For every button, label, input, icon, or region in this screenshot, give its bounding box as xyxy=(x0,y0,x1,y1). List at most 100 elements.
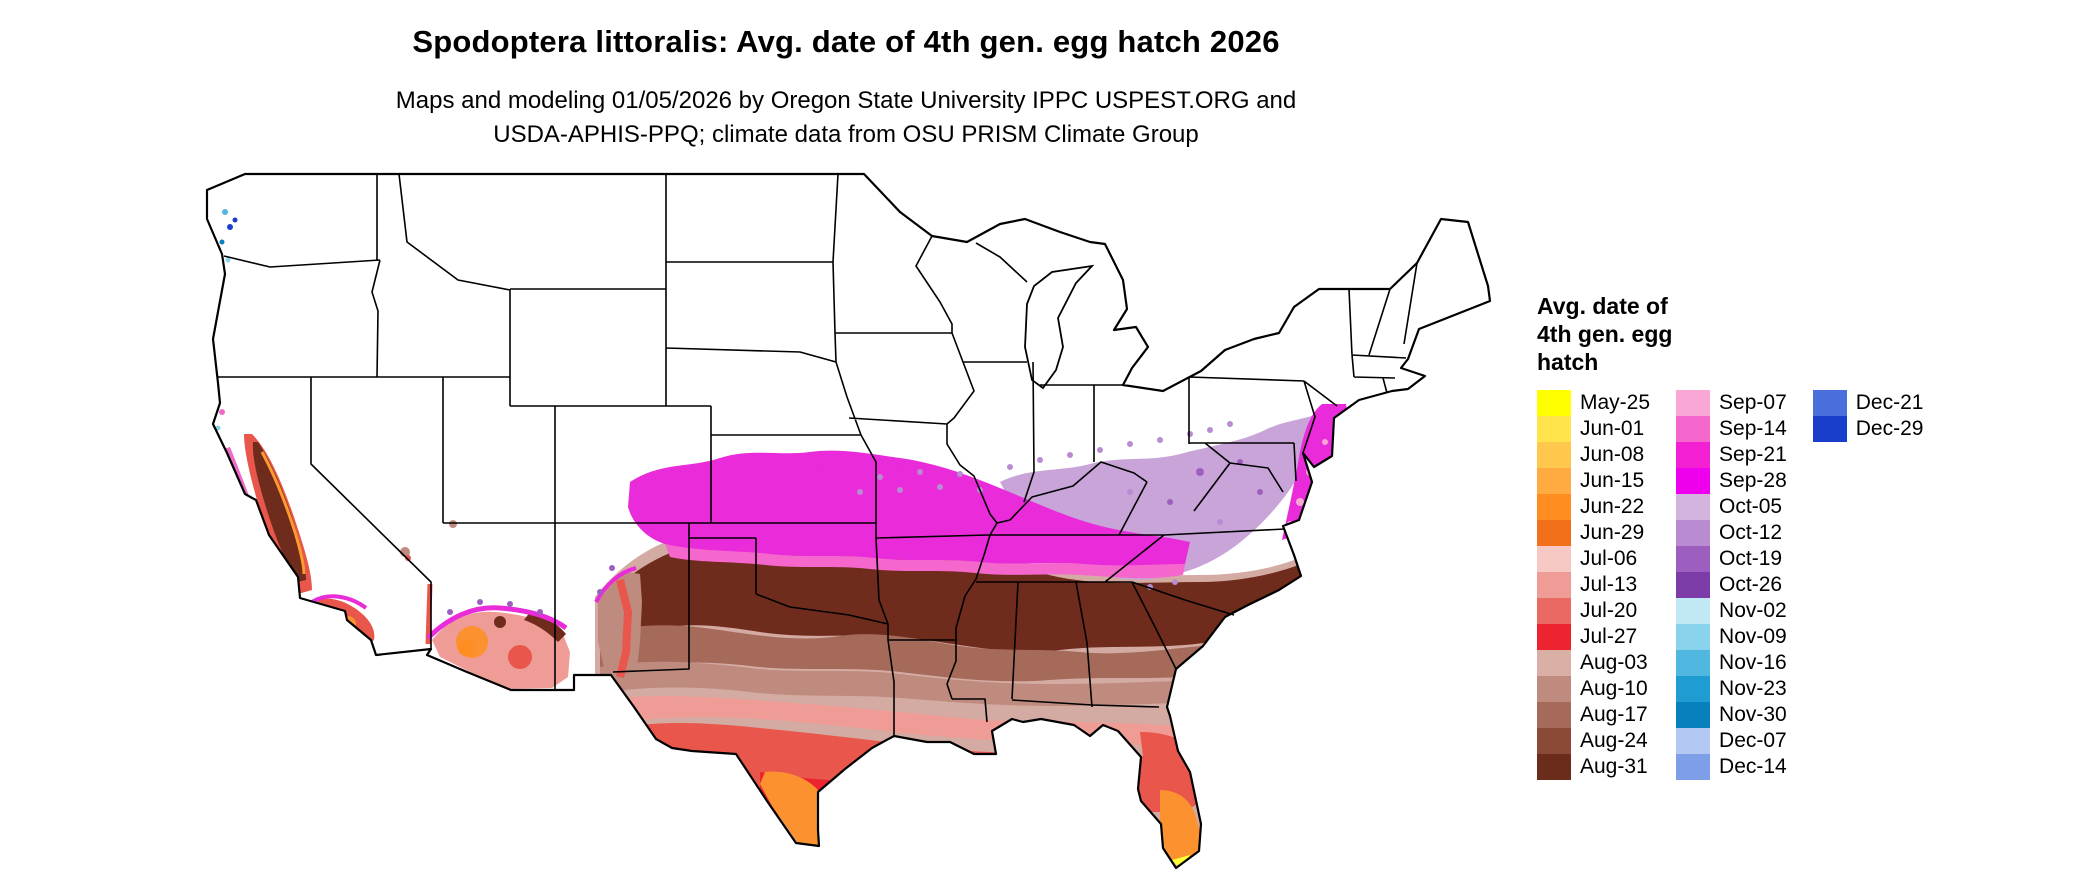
legend-label: Aug-24 xyxy=(1580,729,1648,752)
legend-label: Nov-16 xyxy=(1719,651,1787,674)
map-speckles-north xyxy=(857,421,1233,590)
legend-entry: Jul-20 xyxy=(1537,598,1650,624)
legend-label: Oct-12 xyxy=(1719,521,1783,544)
map-region-florida-orange xyxy=(1160,790,1200,867)
lake-michigan xyxy=(1024,264,1095,390)
legend-swatch xyxy=(1537,520,1571,546)
legend: Avg. date of 4th gen. egg hatch May-25 Ju… xyxy=(1537,292,1923,780)
legend-title: Avg. date of 4th gen. egg hatch xyxy=(1537,292,1923,376)
legend-label: Aug-17 xyxy=(1580,703,1648,726)
legend-entry: Jun-29 xyxy=(1537,520,1650,546)
map-region-aug10 xyxy=(600,656,1350,706)
legend-entry: Jun-22 xyxy=(1537,494,1650,520)
legend-label: Dec-14 xyxy=(1719,755,1787,778)
legend-swatch xyxy=(1537,624,1571,650)
legend-entry: Sep-14 xyxy=(1676,416,1787,442)
legend-title-line-3: hatch xyxy=(1537,349,1599,375)
legend-swatch xyxy=(1537,650,1571,676)
legend-swatch xyxy=(1676,754,1711,780)
legend-swatch xyxy=(1537,754,1571,780)
legend-label: Jun-22 xyxy=(1580,495,1645,518)
legend-swatch xyxy=(1537,572,1571,598)
state-borders xyxy=(217,173,1418,736)
legend-label: Jul-27 xyxy=(1580,625,1638,648)
legend-swatch xyxy=(1676,520,1711,546)
legend-entry: Jul-06 xyxy=(1537,546,1650,572)
legend-label: Oct-26 xyxy=(1719,573,1783,596)
legend-swatch xyxy=(1676,728,1711,754)
us-outline xyxy=(205,172,1492,870)
legend-swatch xyxy=(1537,676,1571,702)
legend-entry: May-25 xyxy=(1537,390,1650,416)
legend-swatch xyxy=(1676,416,1711,442)
map-region-sep-pink xyxy=(665,544,1185,579)
legend-swatch xyxy=(1676,390,1711,416)
subtitle-line-2: USDA-APHIS-PPQ; climate data from OSU PR… xyxy=(493,121,1199,148)
legend-label: Sep-21 xyxy=(1719,443,1787,466)
legend-swatch xyxy=(1676,702,1711,728)
map-speckles-magenta xyxy=(717,461,923,485)
legend-swatch xyxy=(1537,494,1571,520)
legend-entry: Oct-19 xyxy=(1676,546,1787,572)
legend-entry: Aug-31 xyxy=(1537,754,1650,780)
subtitle-line-1: Maps and modeling 01/05/2026 by Oregon S… xyxy=(395,87,1297,114)
map-region-texas-orange xyxy=(760,771,819,846)
legend-label: Jun-08 xyxy=(1580,443,1645,466)
legend-entry: Nov-30 xyxy=(1676,702,1787,728)
legend-label: Aug-03 xyxy=(1580,651,1648,674)
legend-swatch xyxy=(1812,416,1847,442)
legend-label: Nov-02 xyxy=(1719,599,1787,622)
legend-label: Jul-06 xyxy=(1580,547,1638,570)
legend-entry: Oct-05 xyxy=(1676,494,1787,520)
legend-label: May-25 xyxy=(1580,391,1651,414)
legend-entry: Jun-01 xyxy=(1537,416,1650,442)
legend-label: Sep-14 xyxy=(1719,417,1787,440)
legend-entry: Aug-03 xyxy=(1537,650,1650,676)
legend-columns: May-25 Jun-01 Jun-08 Jun-15 Jun-22 Jun-29 Jul-… xyxy=(1537,390,1923,780)
legend-entry: Aug-24 xyxy=(1537,728,1650,754)
legend-label: Dec-29 xyxy=(1855,417,1924,440)
legend-entry: Nov-23 xyxy=(1676,676,1787,702)
legend-title-line-2: 4th gen. egg xyxy=(1537,321,1673,347)
legend-label: Aug-10 xyxy=(1580,677,1648,700)
legend-swatch xyxy=(1676,676,1711,702)
legend-label: Jul-13 xyxy=(1580,573,1638,596)
legend-column-3: Dec-21 Dec-29 xyxy=(1812,390,1924,442)
legend-entry: Dec-14 xyxy=(1676,754,1787,780)
map-speckles-wa-coast xyxy=(219,209,238,263)
legend-entry: Dec-21 xyxy=(1812,390,1924,416)
legend-label: Nov-23 xyxy=(1719,677,1787,700)
legend-entry: Aug-17 xyxy=(1537,702,1650,728)
legend-entry: Aug-10 xyxy=(1537,676,1650,702)
legend-label: Oct-19 xyxy=(1719,547,1783,570)
page-subtitle: Maps and modeling 01/05/2026 by Oregon S… xyxy=(0,84,1692,152)
map-colored-regions xyxy=(207,174,1490,868)
legend-swatch xyxy=(1676,650,1711,676)
legend-swatch xyxy=(1537,390,1571,416)
legend-swatch xyxy=(1812,390,1847,416)
legend-label: Dec-21 xyxy=(1855,391,1924,414)
map-region-sep-magenta xyxy=(628,450,1190,568)
legend-label: Nov-09 xyxy=(1719,625,1787,648)
legend-swatch xyxy=(1537,546,1571,572)
legend-label: Dec-07 xyxy=(1719,729,1787,752)
map-region-nm xyxy=(598,572,642,687)
legend-entry: Nov-16 xyxy=(1676,650,1787,676)
legend-label: Oct-05 xyxy=(1719,495,1783,518)
legend-label: Jun-29 xyxy=(1580,521,1645,544)
legend-entry: Dec-07 xyxy=(1676,728,1787,754)
legend-label: Aug-31 xyxy=(1580,755,1648,778)
legend-label: Jun-15 xyxy=(1580,469,1645,492)
legend-swatch xyxy=(1537,442,1571,468)
map-region-ca-valley-maroon xyxy=(252,442,306,582)
map-region-florida-yellow xyxy=(1172,855,1190,868)
legend-swatch xyxy=(1676,494,1711,520)
legend-entry: Nov-09 xyxy=(1676,624,1787,650)
legend-entry: Sep-21 xyxy=(1676,442,1787,468)
map-region-aug17 xyxy=(600,617,1350,682)
legend-label: Sep-28 xyxy=(1719,469,1787,492)
page-title: Spodoptera littoralis: Avg. date of 4th … xyxy=(412,24,1280,59)
legend-label: Jul-20 xyxy=(1580,599,1638,622)
legend-swatch xyxy=(1676,546,1711,572)
legend-label: Sep-07 xyxy=(1719,391,1787,414)
